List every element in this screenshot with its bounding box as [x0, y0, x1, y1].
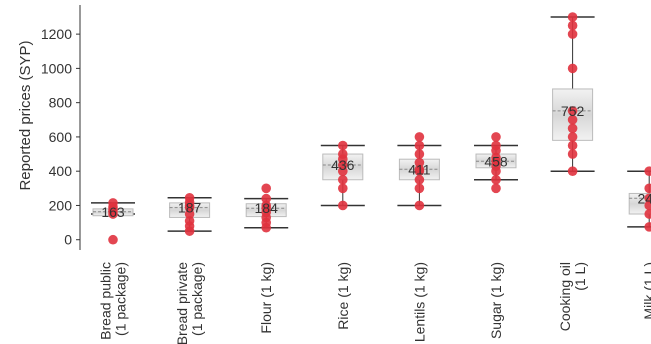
data-point: [108, 234, 118, 245]
x-tick-label: Sugar (1 kg): [488, 262, 504, 339]
y-tick-label: 0: [64, 232, 72, 248]
median-label: 184: [255, 200, 279, 216]
box-group: 242: [627, 166, 651, 232]
median-label: 458: [484, 153, 508, 169]
data-point: [414, 140, 425, 151]
y-axis-label: Reported prices (SYP): [17, 40, 34, 190]
box-group: 411: [397, 132, 442, 211]
data-point: [414, 200, 425, 211]
x-tick-label: Milk (1 L): [641, 262, 651, 320]
y-tick-label: 1200: [41, 26, 72, 42]
data-point: [567, 140, 578, 151]
box-group: 458: [474, 132, 518, 194]
median-label: 436: [331, 157, 355, 173]
data-point: [491, 174, 501, 185]
y-ticks: 0 200 400 600 800 1000 1200: [41, 26, 80, 248]
data-point: [567, 12, 578, 22]
median-label: 752: [561, 103, 585, 119]
x-tick-label: Bread public: [98, 262, 114, 340]
y-tick-label: 600: [49, 129, 73, 145]
data-point: [414, 149, 425, 159]
box-group: 187: [167, 192, 212, 236]
data-point: [567, 132, 578, 142]
data-point: [338, 200, 348, 211]
data-point: [261, 200, 272, 211]
x-tick-label: (1 package): [113, 262, 129, 336]
data-point: [567, 20, 578, 31]
data-point: [644, 222, 651, 232]
data-point: [184, 192, 195, 203]
data-point: [108, 198, 118, 208]
data-point: [414, 164, 425, 175]
y-axis: 0 200 400 600 800 1000 1200 Reported prices (S…: [17, 5, 81, 250]
data-point: [567, 29, 578, 39]
data-point: [567, 166, 578, 176]
data-point: [338, 174, 348, 185]
median-label: 163: [101, 204, 125, 220]
data-point: [414, 174, 425, 185]
x-tick-label: Cooking oil: [557, 262, 573, 331]
x-tick-labels: Bread public (1 package) Bread private (1 p…: [98, 262, 651, 344]
median-label: 411: [408, 161, 431, 177]
data-point: [338, 183, 348, 194]
median-label: 242: [638, 190, 651, 206]
x-tick-label: Lentils (1 kg): [411, 262, 427, 342]
boxes: 163 187 184 436 411 458 752 242: [91, 12, 651, 245]
data-point: [414, 157, 425, 168]
data-point: [644, 183, 651, 194]
y-tick-label: 200: [49, 197, 73, 213]
data-point: [644, 209, 651, 219]
data-point: [567, 123, 578, 134]
y-tick-label: 800: [49, 95, 73, 111]
data-point: [644, 193, 651, 204]
x-tick-label: (1 L): [572, 262, 588, 291]
data-point: [491, 152, 501, 163]
data-point: [644, 166, 651, 176]
box-group: 436: [320, 140, 365, 211]
data-point: [338, 149, 348, 159]
box-group: 752: [550, 12, 595, 176]
y-tick-label: 400: [49, 163, 73, 179]
data-point: [567, 114, 578, 125]
data-point: [414, 183, 425, 194]
median-label: 187: [178, 200, 202, 216]
x-tick-label: Bread private: [174, 262, 190, 344]
x-tick-label: Rice (1 kg): [335, 262, 351, 330]
data-point: [491, 183, 501, 194]
x-tick-label: Flour (1 kg): [258, 262, 274, 334]
data-point: [184, 216, 195, 226]
y-tick-label: 1000: [41, 60, 72, 76]
box-group: 163: [91, 198, 135, 245]
data-point: [567, 149, 578, 159]
x-tick-label: (1 package): [189, 262, 205, 336]
data-point: [338, 140, 348, 151]
data-point: [261, 183, 272, 194]
data-point: [491, 140, 501, 151]
data-point: [567, 63, 578, 74]
box-group: 184: [244, 183, 289, 233]
data-point: [414, 132, 425, 142]
data-point: [567, 106, 578, 116]
data-point: [261, 193, 272, 204]
data-point: [491, 132, 501, 142]
